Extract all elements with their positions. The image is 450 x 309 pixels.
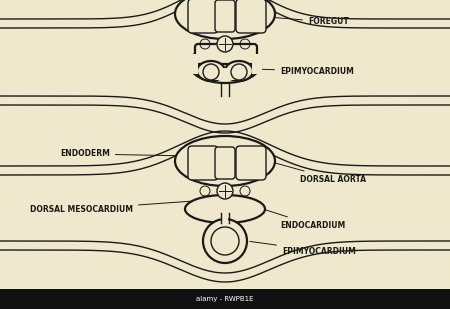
Circle shape: [203, 64, 219, 80]
Text: EPIMYOCARDIUM: EPIMYOCARDIUM: [255, 66, 354, 75]
Ellipse shape: [225, 61, 253, 81]
Bar: [0, 289, 450, 309]
Ellipse shape: [175, 0, 275, 39]
Ellipse shape: [197, 61, 225, 81]
Circle shape: [217, 183, 233, 199]
Text: ENDOCARDIUM: ENDOCARDIUM: [266, 210, 345, 230]
Text: FOREGUT: FOREGUT: [271, 17, 349, 27]
Text: EPIMYOCARDIUM: EPIMYOCARDIUM: [250, 241, 356, 256]
Circle shape: [211, 227, 239, 255]
FancyBboxPatch shape: [188, 146, 218, 180]
Bar: [188, 54, 198, 74]
FancyBboxPatch shape: [195, 44, 257, 64]
FancyBboxPatch shape: [207, 68, 243, 80]
Text: DORSAL AORTA: DORSAL AORTA: [271, 162, 366, 184]
Ellipse shape: [185, 195, 265, 223]
FancyBboxPatch shape: [188, 0, 218, 33]
FancyBboxPatch shape: [215, 147, 235, 179]
Circle shape: [231, 64, 247, 80]
Circle shape: [217, 36, 233, 52]
Circle shape: [203, 219, 247, 263]
FancyBboxPatch shape: [236, 146, 266, 180]
FancyBboxPatch shape: [236, 0, 266, 33]
Ellipse shape: [175, 136, 275, 186]
Text: alamy - RWPB1E: alamy - RWPB1E: [196, 296, 254, 302]
FancyBboxPatch shape: [215, 0, 235, 32]
Bar: [252, 54, 262, 74]
Bar: [222, 213, 228, 223]
Text: ENDODERM: ENDODERM: [60, 150, 190, 159]
Text: DORSAL MESOCARDIUM: DORSAL MESOCARDIUM: [30, 199, 219, 214]
